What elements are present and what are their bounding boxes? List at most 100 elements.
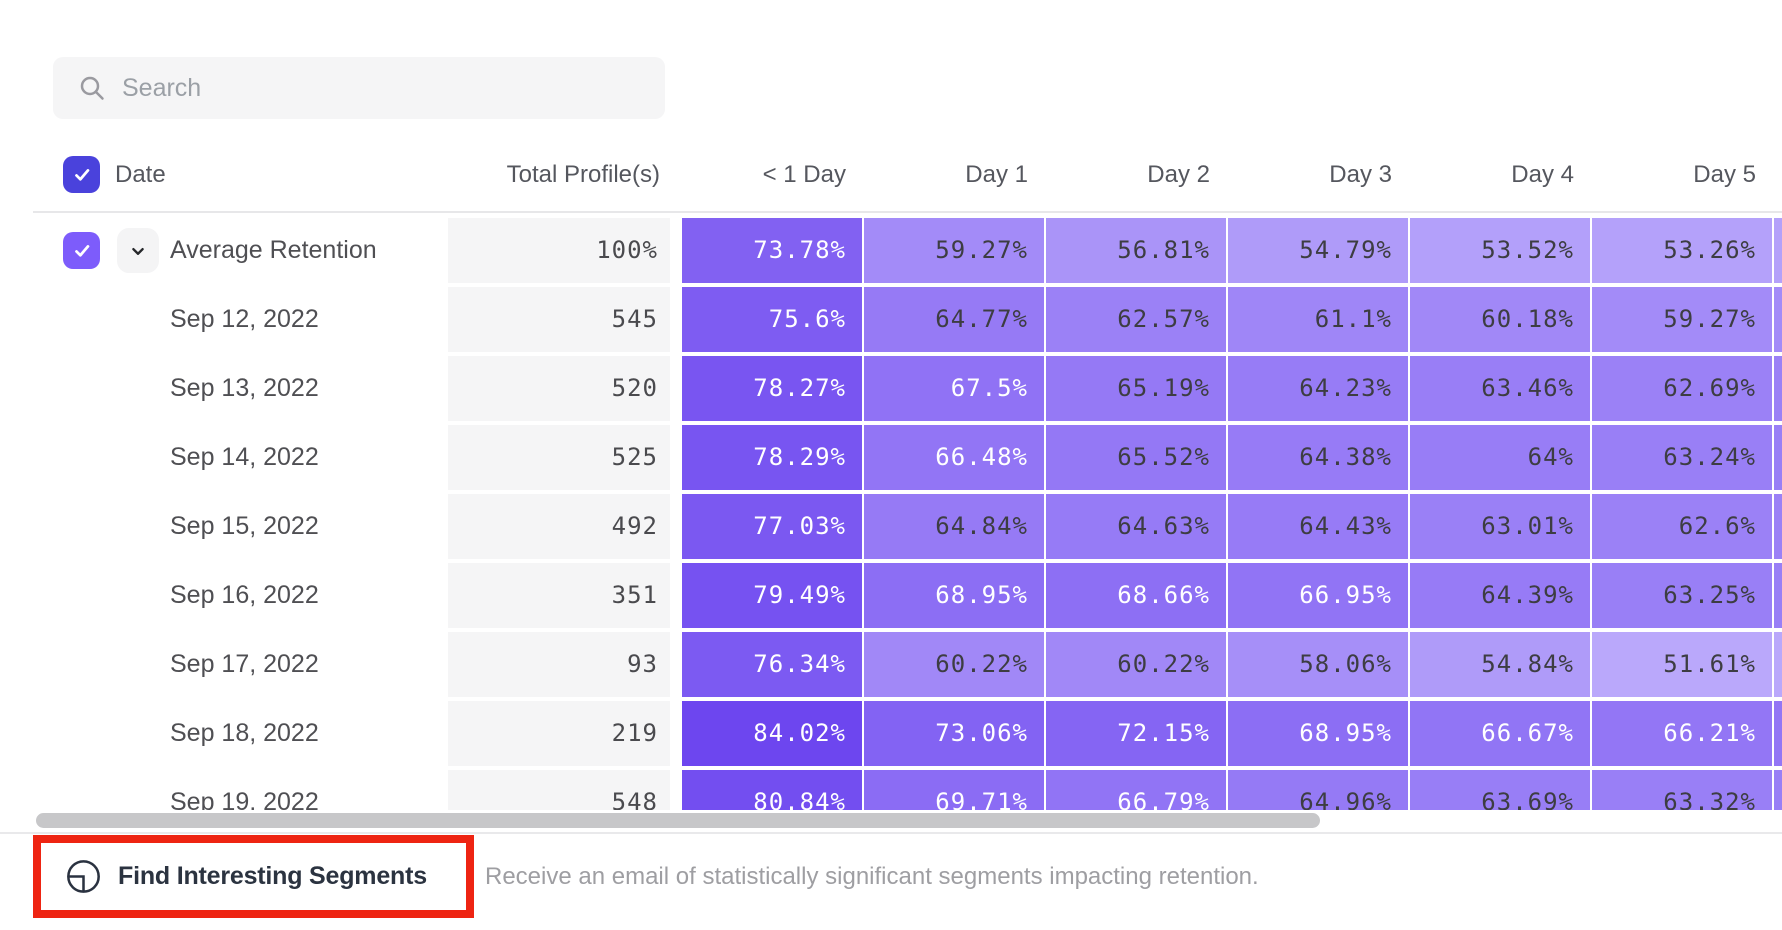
retention-cell[interactable]: 73.78% <box>682 218 862 283</box>
day-column-header: Day 1 <box>965 161 1028 188</box>
retention-cell[interactable]: 61.1% <box>1228 287 1408 352</box>
retention-cell[interactable]: 64% <box>1410 425 1590 490</box>
retention-cell[interactable]: 63.24% <box>1592 425 1772 490</box>
retention-cell[interactable]: 58.06% <box>1228 632 1408 697</box>
retention-cell[interactable]: 62.6% <box>1592 494 1772 559</box>
retention-cell[interactable]: 65.19% <box>1046 356 1226 421</box>
search-box[interactable] <box>53 57 665 119</box>
retention-cell-clipped <box>1774 563 1782 628</box>
retention-cell[interactable]: 51.61% <box>1592 632 1772 697</box>
retention-cell[interactable]: 68.95% <box>864 563 1044 628</box>
horizontal-scrollbar-thumb[interactable] <box>36 813 1320 828</box>
date-row: Sep 17, 2022 93 76.34% 60.22% 60.22% 58.06% 54… <box>0 632 1782 697</box>
row-label: Sep 15, 2022 <box>170 512 319 540</box>
total-profiles-cell: 93 <box>448 632 670 697</box>
retention-cell[interactable]: 69.71% <box>864 770 1044 810</box>
retention-cell[interactable]: 63.01% <box>1410 494 1590 559</box>
retention-cell[interactable]: 77.03% <box>682 494 862 559</box>
date-row: Sep 14, 2022 525 78.29% 66.48% 65.52% 64.38% 6… <box>0 425 1782 490</box>
retention-cell[interactable]: 54.79% <box>1228 218 1408 283</box>
retention-cell[interactable]: 79.49% <box>682 563 862 628</box>
row-label: Sep 13, 2022 <box>170 374 319 402</box>
retention-cell[interactable]: 62.69% <box>1592 356 1772 421</box>
retention-cell[interactable]: 53.52% <box>1410 218 1590 283</box>
retention-cell[interactable]: 66.67% <box>1410 701 1590 766</box>
day-column-header: Day 2 <box>1147 161 1210 188</box>
retention-cell-clipped <box>1774 218 1782 283</box>
retention-cell[interactable]: 66.48% <box>864 425 1044 490</box>
retention-cell[interactable]: 62.57% <box>1046 287 1226 352</box>
find-interesting-segments-label: Find Interesting Segments <box>118 862 427 890</box>
total-profiles-column-header: Total Profile(s) <box>506 161 660 188</box>
row-label: Sep 16, 2022 <box>170 581 319 609</box>
retention-cell[interactable]: 64.38% <box>1228 425 1408 490</box>
retention-cell-clipped <box>1774 494 1782 559</box>
total-profiles-cell: 351 <box>448 563 670 628</box>
retention-cell[interactable]: 64.84% <box>864 494 1044 559</box>
day-column-header: < 1 Day <box>762 161 846 188</box>
retention-cell[interactable]: 68.95% <box>1228 701 1408 766</box>
total-profiles-cell: 545 <box>448 287 670 352</box>
total-profiles-cell: 219 <box>448 701 670 766</box>
retention-cell[interactable]: 64.23% <box>1228 356 1408 421</box>
retention-cell[interactable]: 53.26% <box>1592 218 1772 283</box>
retention-cell-clipped <box>1774 701 1782 766</box>
header-divider <box>33 211 1782 213</box>
retention-cell[interactable]: 66.21% <box>1592 701 1772 766</box>
check-icon <box>74 244 89 257</box>
row-label: Sep 18, 2022 <box>170 719 319 747</box>
date-column-header: Date <box>115 161 166 188</box>
retention-cell[interactable]: 64.96% <box>1228 770 1408 810</box>
total-profiles-cell: 492 <box>448 494 670 559</box>
retention-cell[interactable]: 59.27% <box>864 218 1044 283</box>
total-profiles-cell: 100% <box>448 218 670 283</box>
total-profiles-cell: 525 <box>448 425 670 490</box>
retention-cell[interactable]: 67.5% <box>864 356 1044 421</box>
retention-cell[interactable]: 60.18% <box>1410 287 1590 352</box>
retention-cell[interactable]: 73.06% <box>864 701 1044 766</box>
retention-cell[interactable]: 66.95% <box>1228 563 1408 628</box>
retention-cell[interactable]: 59.27% <box>1592 287 1772 352</box>
search-icon <box>80 76 104 100</box>
retention-cell[interactable]: 66.79% <box>1046 770 1226 810</box>
date-row: Sep 15, 2022 492 77.03% 64.84% 64.63% 64.43% 6… <box>0 494 1782 559</box>
retention-cell[interactable]: 84.02% <box>682 701 862 766</box>
row-checkbox[interactable] <box>63 232 100 269</box>
retention-cell[interactable]: 63.25% <box>1592 563 1772 628</box>
find-interesting-segments-button[interactable]: Find Interesting Segments <box>41 859 427 894</box>
retention-cell[interactable]: 60.22% <box>864 632 1044 697</box>
retention-cell[interactable]: 78.29% <box>682 425 862 490</box>
retention-cell[interactable]: 64.77% <box>864 287 1044 352</box>
retention-cell[interactable]: 80.84% <box>682 770 862 810</box>
retention-cell[interactable]: 54.84% <box>1410 632 1590 697</box>
retention-cell[interactable]: 60.22% <box>1046 632 1226 697</box>
retention-cell[interactable]: 64.39% <box>1410 563 1590 628</box>
date-row: Sep 16, 2022 351 79.49% 68.95% 68.66% 66.95% 6… <box>0 563 1782 628</box>
retention-cell-clipped <box>1774 356 1782 421</box>
retention-cell[interactable]: 63.32% <box>1592 770 1772 810</box>
date-row: Sep 12, 2022 545 75.6% 64.77% 62.57% 61.1% 60.… <box>0 287 1782 352</box>
total-profiles-cell: 548 <box>448 770 670 810</box>
retention-cell[interactable]: 72.15% <box>1046 701 1226 766</box>
search-input[interactable] <box>122 57 665 119</box>
retention-cell[interactable]: 76.34% <box>682 632 862 697</box>
segments-description: Receive an email of statistically signif… <box>485 863 1259 890</box>
select-all-checkbox[interactable] <box>63 156 100 193</box>
retention-cell-clipped <box>1774 425 1782 490</box>
retention-cell-clipped <box>1774 632 1782 697</box>
segment-icon <box>67 860 100 893</box>
retention-cell[interactable]: 63.69% <box>1410 770 1590 810</box>
highlight-rectangle: Find Interesting Segments <box>33 835 474 918</box>
retention-cell[interactable]: 64.43% <box>1228 494 1408 559</box>
retention-cell[interactable]: 64.63% <box>1046 494 1226 559</box>
date-row: Sep 19, 2022 548 80.84% 69.71% 66.79% 64.96% 6… <box>0 770 1782 810</box>
retention-cell[interactable]: 63.46% <box>1410 356 1590 421</box>
retention-cell[interactable]: 78.27% <box>682 356 862 421</box>
retention-cell[interactable]: 75.6% <box>682 287 862 352</box>
expand-collapse-button[interactable] <box>117 228 159 273</box>
retention-cell[interactable]: 68.66% <box>1046 563 1226 628</box>
retention-cell[interactable]: 65.52% <box>1046 425 1226 490</box>
retention-cell-clipped <box>1774 287 1782 352</box>
retention-cell[interactable]: 56.81% <box>1046 218 1226 283</box>
